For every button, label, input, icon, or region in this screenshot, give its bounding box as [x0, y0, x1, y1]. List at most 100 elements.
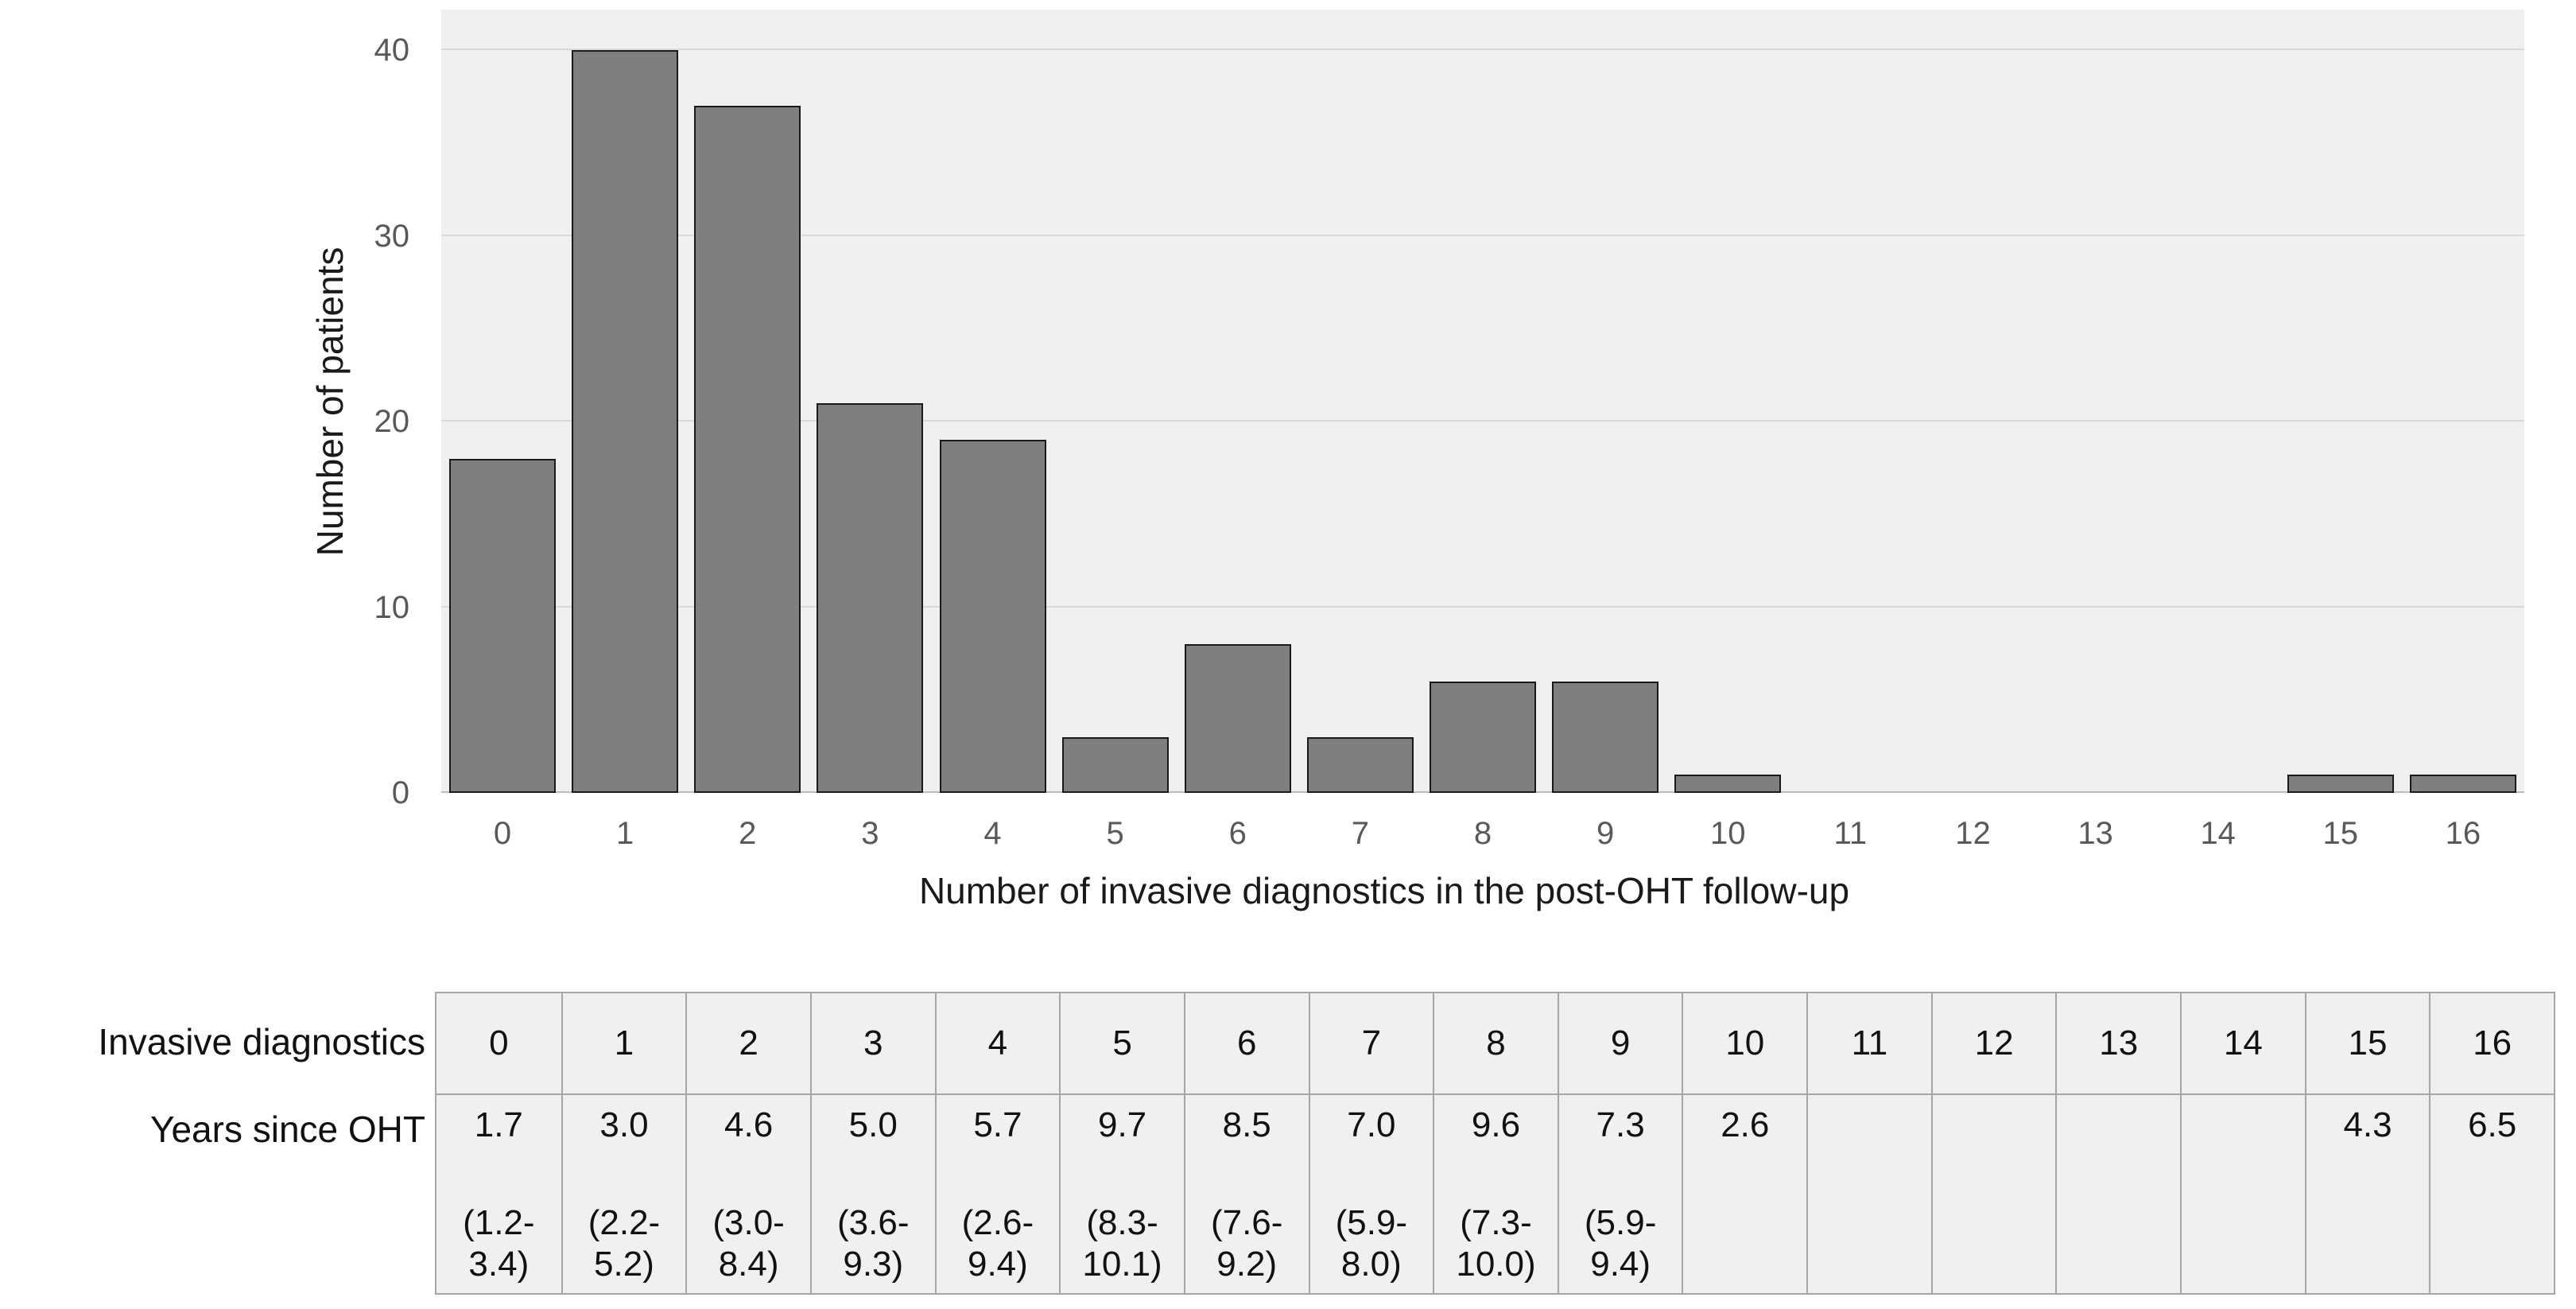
median-years-value: 6.5: [2468, 1105, 2517, 1144]
bar-x4: [939, 440, 1046, 793]
table-years-cell-0: 1.7 (1.2- 3.4): [436, 1093, 561, 1293]
table-years-cell-3: 5.0 (3.6- 9.3): [809, 1093, 935, 1293]
table-header-cell-11: 11: [1806, 993, 1931, 1093]
bar-x16: [2409, 774, 2516, 793]
years-range-value: (2.2- 5.2): [588, 1203, 661, 1284]
x-tick-label: 3: [861, 816, 879, 851]
x-tick-label: 12: [1955, 816, 1991, 851]
table-header-cell-7: 7: [1308, 993, 1433, 1093]
x-tick-label: 13: [2077, 816, 2113, 851]
table-years-cell-10: 2.6: [1682, 1093, 1807, 1293]
x-tick-label: 15: [2322, 816, 2359, 851]
table-header-cell-10: 10: [1682, 993, 1806, 1093]
table-years-cell-9: 7.3 (5.9- 9.4): [1557, 1093, 1682, 1293]
table-header-cell-13: 13: [2055, 993, 2180, 1093]
gridline: [441, 605, 2524, 608]
x-axis-title: Number of invasive diagnostics in the po…: [918, 870, 1850, 911]
y-tick-label: 10: [374, 589, 410, 625]
median-years-value: 9.7: [1097, 1105, 1147, 1144]
table-years-cell-14: [2180, 1093, 2305, 1293]
x-tick-label: 4: [983, 816, 1002, 851]
bar-x7: [1306, 736, 1414, 793]
y-tick-label: 0: [391, 775, 409, 810]
years-range-value: (3.0- 8.4): [712, 1203, 785, 1284]
table-header-cell-12: 12: [1930, 993, 2056, 1093]
table-years-cell-5: 9.7 (8.3- 10.1): [1059, 1093, 1184, 1293]
years-range-value: (5.9- 9.4): [1584, 1203, 1657, 1284]
years-range-value: (2.6- 9.4): [961, 1203, 1034, 1284]
bar-x6: [1184, 644, 1291, 793]
median-years-value: 4.6: [724, 1105, 774, 1144]
median-years-value: 2.6: [1721, 1105, 1770, 1144]
x-tick-label: 0: [493, 816, 512, 851]
table-header-cell-8: 8: [1433, 993, 1558, 1093]
median-years-value: 7.3: [1596, 1105, 1645, 1144]
table-years-cell-8: 9.6 (7.3- 10.0): [1433, 1093, 1558, 1293]
median-years-value: 9.6: [1471, 1105, 1521, 1144]
x-tick-label: 1: [616, 816, 634, 851]
y-tick-label: 30: [374, 218, 410, 254]
x-tick-label: 14: [2200, 816, 2236, 851]
x-tick-label: 8: [1473, 816, 1492, 851]
table-years-cell-11: [1806, 1093, 1931, 1293]
table-header-cell-3: 3: [809, 993, 935, 1093]
summary-table: 0 1 2 3 4 5 6 7 8 9 10 11 12 13 14 15 16 1.7 (1.2- 3.4) 3.0…: [435, 992, 2555, 1295]
gridline: [441, 420, 2524, 421]
years-range-value: (7.6- 9.2): [1210, 1203, 1283, 1284]
table-header-cell-1: 1: [561, 993, 686, 1093]
y-tick-label: 40: [374, 33, 410, 68]
bar-x15: [2287, 774, 2394, 793]
table-years-cell-15: 4.3: [2304, 1093, 2430, 1293]
table-header-cell-2: 2: [685, 993, 810, 1093]
years-range-value: (8.3- 10.1): [1082, 1203, 1162, 1284]
y-tick-label: 20: [374, 404, 410, 439]
bar-x8: [1430, 681, 1536, 793]
table-header-cell-15: 15: [2304, 993, 2430, 1093]
table-header-cell-6: 6: [1183, 993, 1309, 1093]
bar-x9: [1552, 681, 1659, 793]
x-tick-label: 11: [1833, 816, 1868, 851]
years-range-value: (1.2- 3.4): [463, 1203, 535, 1284]
median-years-value: 1.7: [474, 1105, 523, 1144]
median-years-value: 4.3: [2343, 1105, 2392, 1144]
table-years-cell-6: 8.5 (7.6- 9.2): [1183, 1093, 1309, 1293]
median-years-value: 7.0: [1347, 1105, 1396, 1144]
median-years-value: 3.0: [599, 1105, 649, 1144]
years-range-value: (5.9- 8.0): [1335, 1203, 1408, 1284]
table-header-cell-16: 16: [2429, 993, 2554, 1093]
table-header-cell-9: 9: [1557, 993, 1682, 1093]
gridline: [441, 49, 2524, 50]
years-range-value: (3.6- 9.3): [837, 1203, 910, 1284]
gridline: [441, 234, 2524, 236]
table-years-cell-13: [2055, 1093, 2181, 1293]
x-tick-label: 7: [1351, 816, 1369, 851]
bar-x1: [572, 50, 679, 793]
table-header-cell-5: 5: [1059, 993, 1184, 1093]
x-tick-label: 6: [1228, 816, 1247, 851]
table-years-cell-4: 5.7 (2.6- 9.4): [934, 1093, 1060, 1293]
table-row-label-invasive-diagnostics: Invasive diagnostics: [98, 1021, 425, 1062]
bar-x5: [1061, 736, 1169, 793]
table-header-cell-14: 14: [2180, 993, 2305, 1093]
plot-area: [441, 10, 2524, 793]
bar-x0: [449, 458, 557, 793]
median-years-value: 8.5: [1222, 1105, 1271, 1144]
x-tick-label: 5: [1106, 816, 1124, 851]
table-years-cell-7: 7.0 (5.9- 8.0): [1308, 1093, 1433, 1293]
bar-x10: [1674, 774, 1782, 793]
x-tick-label: 16: [2445, 816, 2481, 851]
table-years-cell-2: 4.6 (3.0- 8.4): [685, 1093, 810, 1293]
table-years-cell-16: 6.5: [2429, 1093, 2554, 1293]
table-header-cell-4: 4: [934, 993, 1060, 1093]
bar-x2: [694, 106, 801, 793]
x-tick-label: 9: [1596, 816, 1615, 851]
table-years-cell-1: 3.0 (2.2- 5.2): [561, 1093, 686, 1293]
x-tick-label: 2: [739, 816, 757, 851]
median-years-value: 5.0: [848, 1105, 898, 1144]
table-years-cell-12: [1930, 1093, 2056, 1293]
median-years-value: 5.7: [973, 1105, 1022, 1144]
y-axis-title: Number of patients: [309, 247, 351, 557]
table-row-label-years-since-oht: Years since OHT: [150, 1109, 425, 1150]
table-header-cell-0: 0: [489, 1024, 509, 1062]
